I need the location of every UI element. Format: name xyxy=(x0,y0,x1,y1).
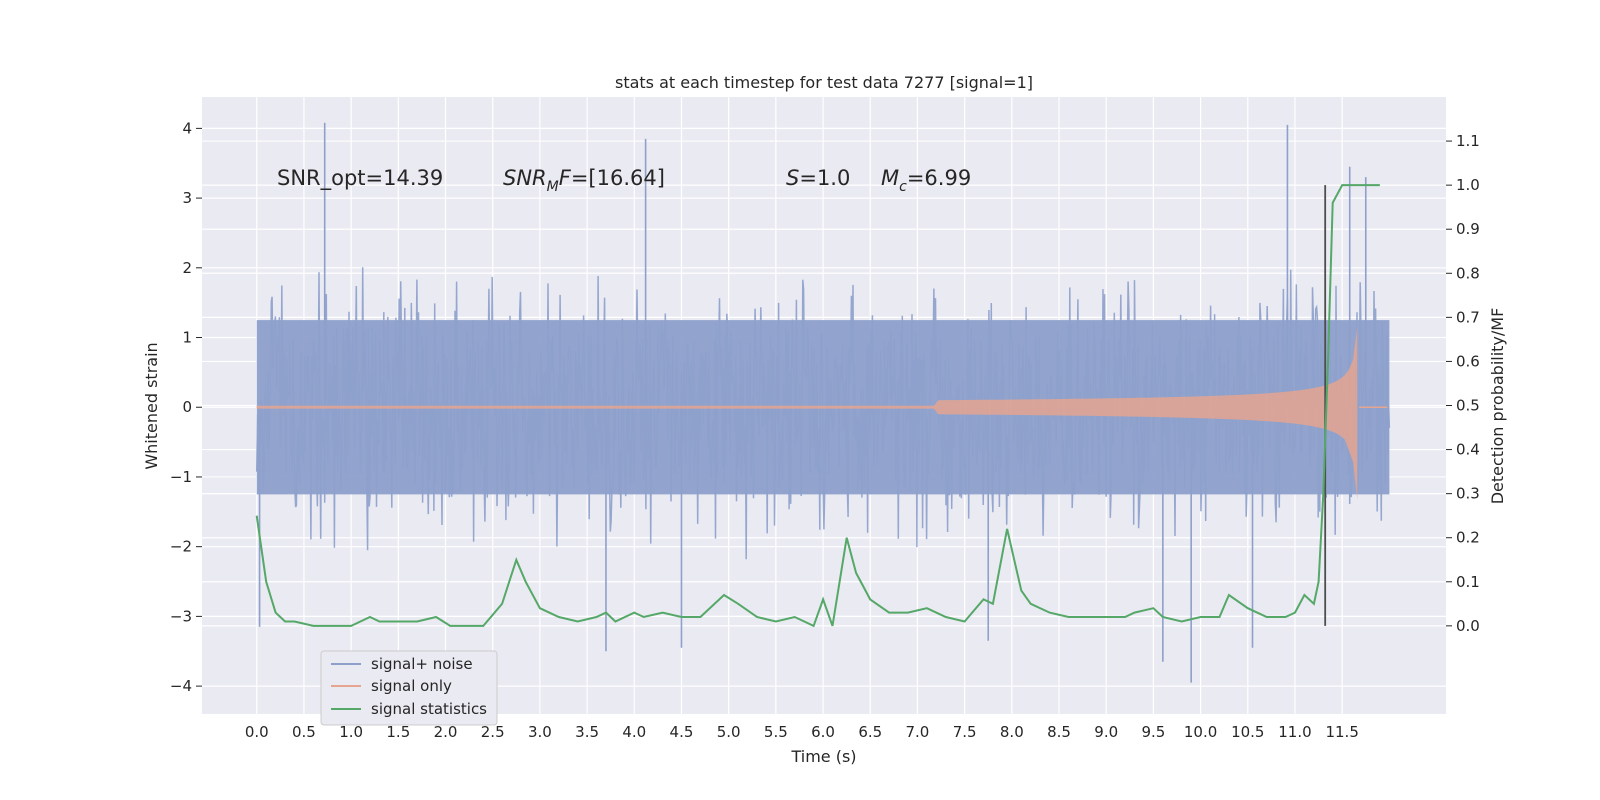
x-tick-label-1.5: 1.5 xyxy=(386,723,410,741)
yl-tick-label-0: 0 xyxy=(182,398,192,416)
x-tick-label-4.0: 4.0 xyxy=(622,723,646,741)
annotation-snr-mf-sub: M xyxy=(547,179,559,195)
x-tick-label-3.0: 3.0 xyxy=(528,723,552,741)
annotation-s-rest: =1.0 xyxy=(799,166,850,190)
annotation-snr-mf: SNRMF=[16.64] xyxy=(503,166,665,195)
x-tick-label-2.0: 2.0 xyxy=(434,723,458,741)
annotations: SNR_opt=14.39 SNRMF=[16.64] S=1.0 Mc=6.9… xyxy=(277,166,971,195)
yl-tick-label--3: −3 xyxy=(170,607,192,625)
yl-tick-label-2: 2 xyxy=(182,259,192,277)
yr-tick-label-0.3: 0.3 xyxy=(1456,485,1480,503)
x-tick-label-4.5: 4.5 xyxy=(670,723,694,741)
legend-label-signal-noise: signal+ noise xyxy=(371,655,473,673)
yr-tick-label-0.9: 0.9 xyxy=(1456,220,1480,238)
annotation-snr-mf-rest-f: F xyxy=(559,166,572,190)
yr-tick-label-0.5: 0.5 xyxy=(1456,397,1480,415)
yl-tick-label-4: 4 xyxy=(182,119,192,137)
annotation-s-main: S xyxy=(786,166,799,190)
y-axis-label-right: Detection probability/MF xyxy=(1488,308,1507,505)
x-tick-label-8.0: 8.0 xyxy=(1000,723,1024,741)
yr-tick-label-0.7: 0.7 xyxy=(1456,308,1480,326)
x-tick-label-7.0: 7.0 xyxy=(906,723,930,741)
x-tick-label-0.5: 0.5 xyxy=(292,723,316,741)
annotation-snr-opt: SNR_opt=14.39 xyxy=(277,166,443,191)
yl-tick-label-1: 1 xyxy=(182,329,192,347)
annotation-mc-rest: =6.99 xyxy=(907,166,971,190)
chart-title: stats at each timestep for test data 727… xyxy=(615,73,1033,92)
x-axis-label: Time (s) xyxy=(790,747,856,766)
x-tick-label-5.5: 5.5 xyxy=(764,723,788,741)
x-tick-label-7.5: 7.5 xyxy=(953,723,977,741)
yr-tick-label-0.4: 0.4 xyxy=(1456,441,1480,459)
x-tick-label-1.0: 1.0 xyxy=(339,723,363,741)
yl-tick-label-3: 3 xyxy=(182,189,192,207)
x-tick-label-0.0: 0.0 xyxy=(245,723,269,741)
x-tick-label-11.5: 11.5 xyxy=(1325,723,1358,741)
annotation-snr-mf-rest: =[16.64] xyxy=(571,166,665,190)
yr-tick-label-0.1: 0.1 xyxy=(1456,573,1480,591)
yr-tick-label-0.6: 0.6 xyxy=(1456,352,1480,370)
data-layer xyxy=(255,122,1391,683)
annotation-mc: Mc=6.99 xyxy=(881,166,971,195)
annotation-snr-mf-main: SNR xyxy=(503,166,547,190)
yr-tick-label-0.8: 0.8 xyxy=(1456,264,1480,282)
x-tick-label-9.5: 9.5 xyxy=(1141,723,1165,741)
yr-tick-label-0.0: 0.0 xyxy=(1456,617,1480,635)
yr-tick-label-1.1: 1.1 xyxy=(1456,132,1480,150)
left-y-ticks: 4 3 2 1 0 −1 −2 −3 −4 xyxy=(170,119,202,695)
annotation-mc-main: M xyxy=(881,166,899,190)
x-tick-label-9.0: 9.0 xyxy=(1094,723,1118,741)
annotation-mc-sub: c xyxy=(899,179,907,195)
yr-tick-label-1.0: 1.0 xyxy=(1456,176,1480,194)
yr-tick-label-0.2: 0.2 xyxy=(1456,529,1480,547)
x-tick-label-10.0: 10.0 xyxy=(1184,723,1217,741)
x-tick-label-8.5: 8.5 xyxy=(1047,723,1071,741)
x-tick-label-10.5: 10.5 xyxy=(1231,723,1264,741)
legend-label-signal-statistics: signal statistics xyxy=(371,700,487,718)
yl-tick-label--2: −2 xyxy=(170,538,192,556)
series-signal-only-envelope xyxy=(256,326,1358,500)
x-tick-label-5.0: 5.0 xyxy=(717,723,741,741)
x-tick-label-3.5: 3.5 xyxy=(575,723,599,741)
series-signal-statistics-line xyxy=(255,184,1380,628)
x-tick-label-11.0: 11.0 xyxy=(1278,723,1311,741)
right-y-ticks: 1.1 1.0 0.9 0.8 0.7 0.6 0.5 0.4 0.3 0.2 0.1 0.0 xyxy=(1446,132,1480,635)
yl-tick-label--4: −4 xyxy=(170,677,192,695)
legend-box xyxy=(320,650,498,726)
x-tick-label-2.5: 2.5 xyxy=(481,723,505,741)
yl-tick-label--1: −1 xyxy=(170,468,192,486)
x-ticks: 0.0 0.5 1.0 1.5 2.0 2.5 3.0 3.5 4.0 4.5 5.0 5.5 6.0 6… xyxy=(245,723,1359,741)
x-tick-label-6.0: 6.0 xyxy=(811,723,835,741)
y-axis-label-left: Whitened strain xyxy=(142,342,161,469)
legend: signal+ noise signal only signal statist… xyxy=(320,650,498,726)
legend-label-signal-only: signal only xyxy=(371,677,452,695)
x-tick-label-6.5: 6.5 xyxy=(858,723,882,741)
annotation-s: S=1.0 xyxy=(786,166,850,190)
